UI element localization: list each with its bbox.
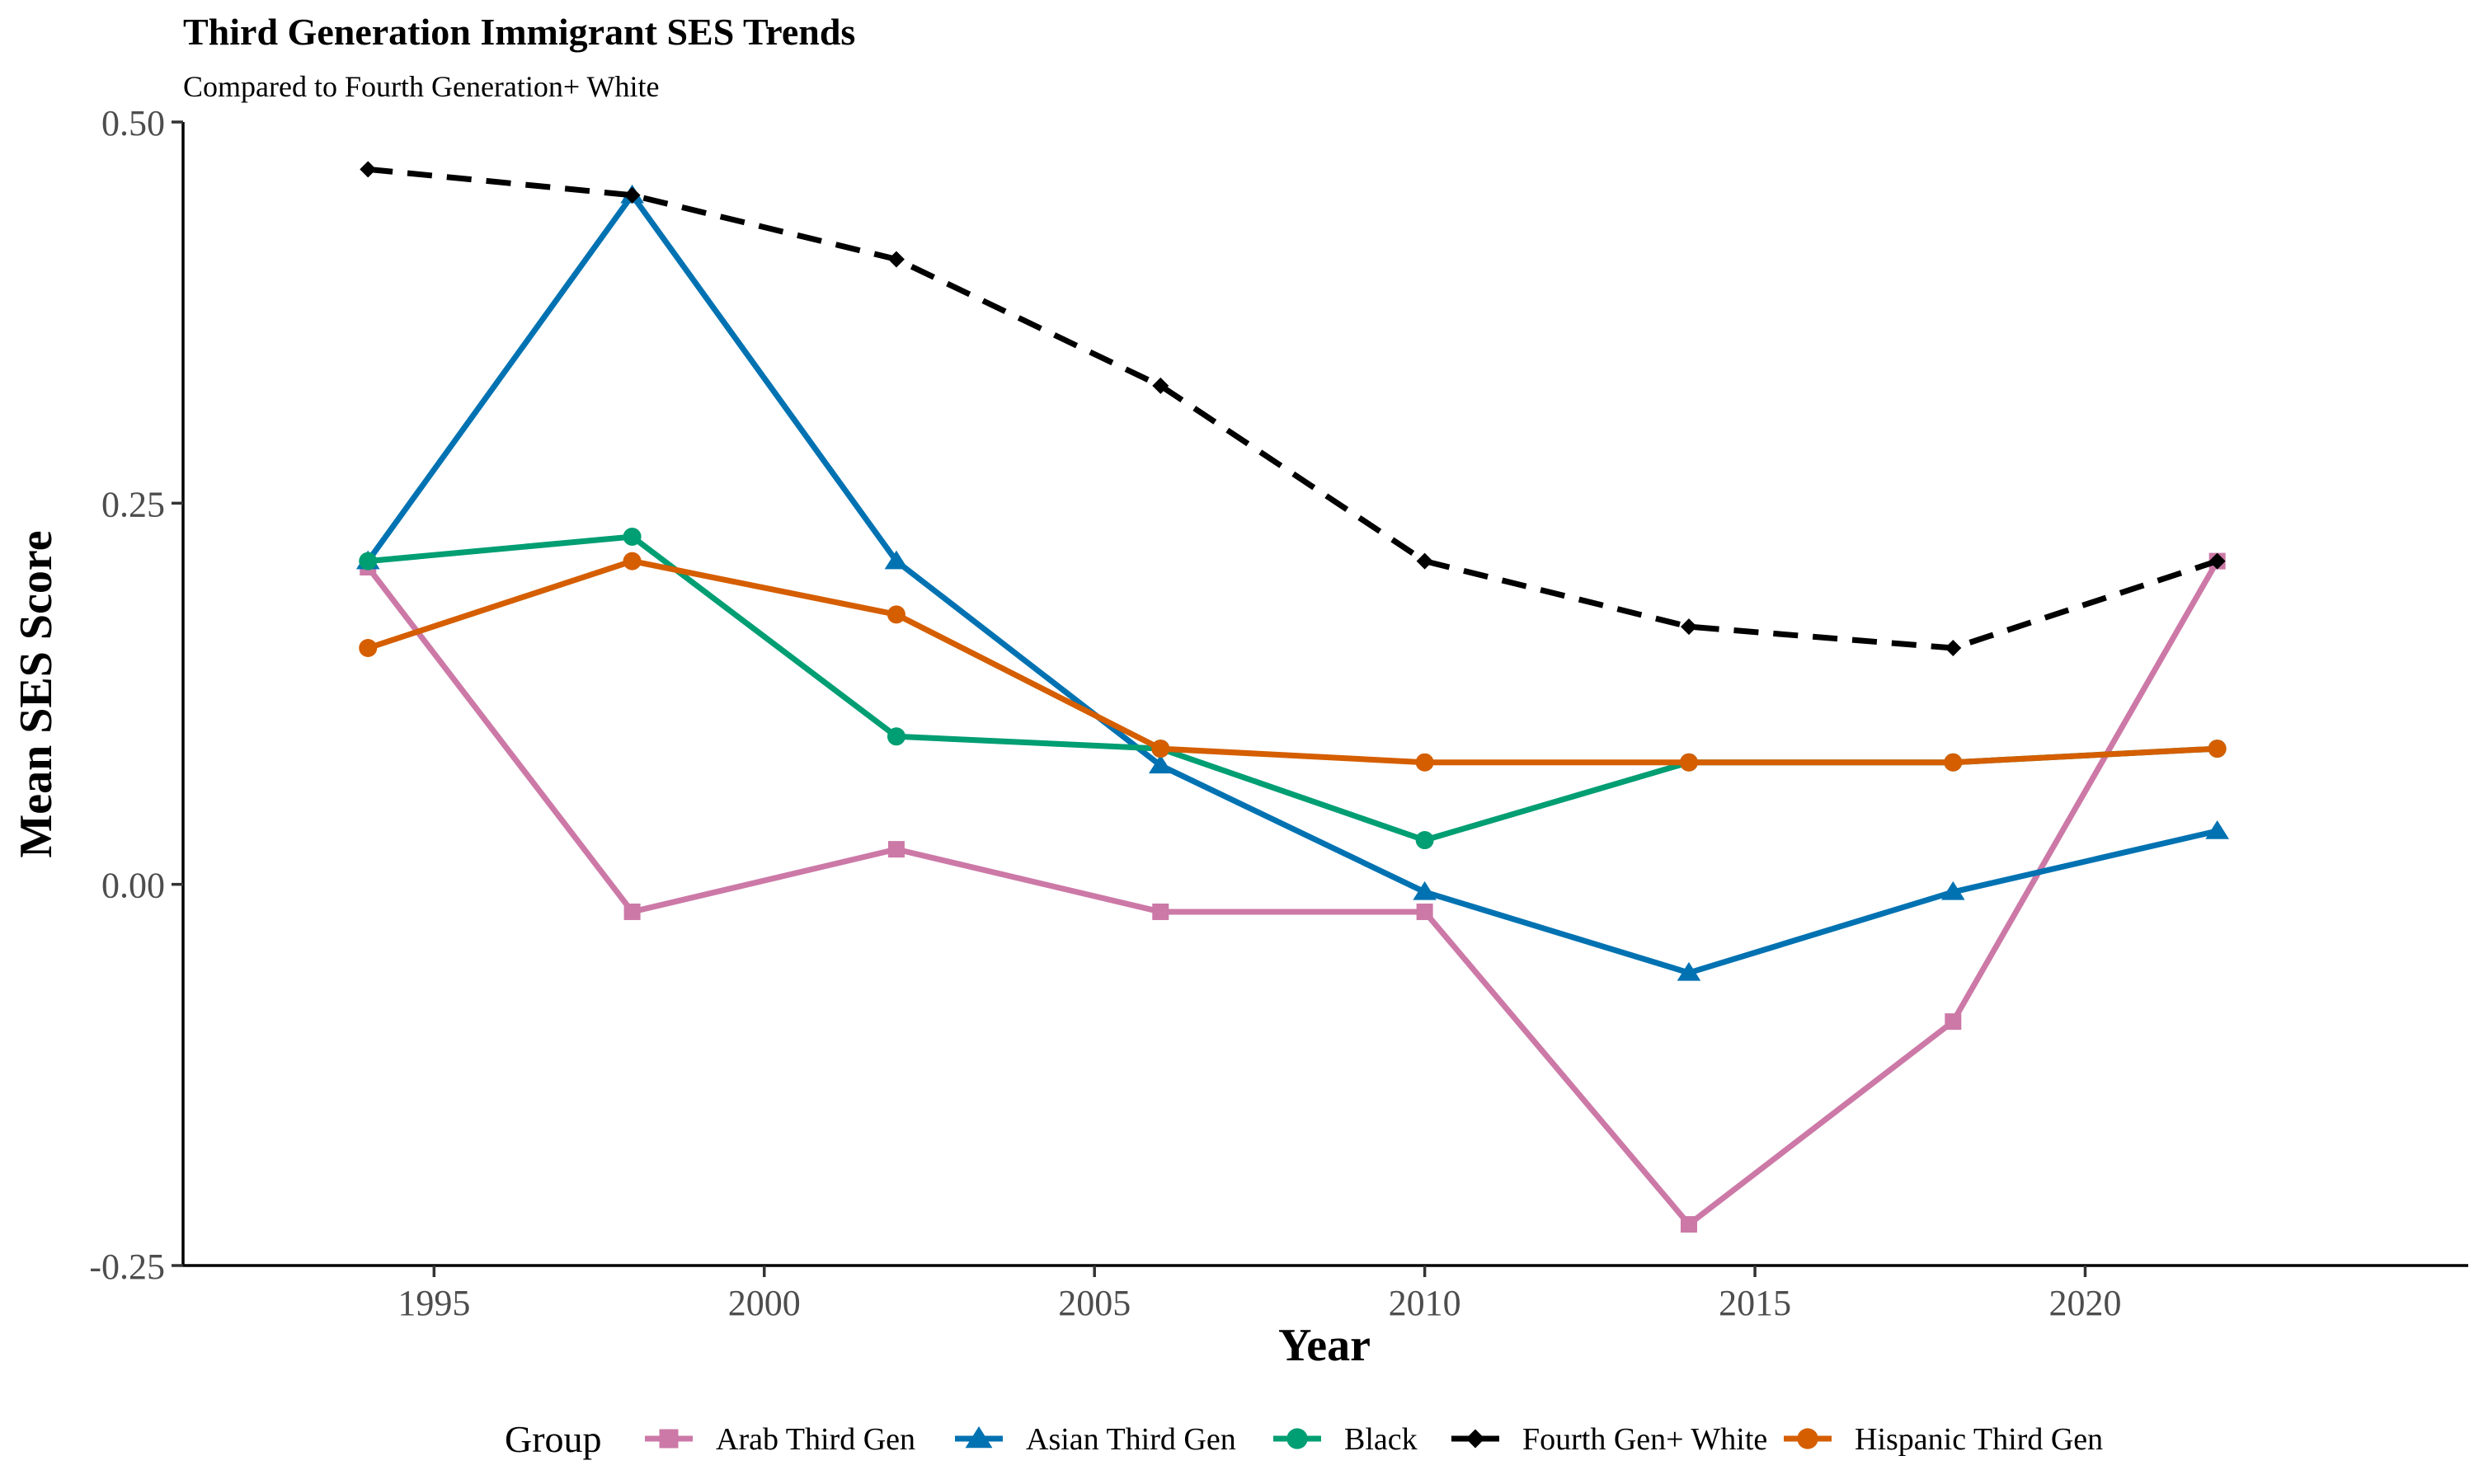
data-point-fourth-gen-white: [1416, 552, 1433, 570]
series-line-hispanic-third-gen: [367, 558, 2218, 766]
x-tick-label: 2005: [1058, 1283, 1131, 1323]
data-point-asian-third-gen: [1413, 881, 1437, 900]
legend-label-hispanic-third-gen: Hispanic Third Gen: [1855, 1422, 2103, 1457]
series-line-fourth-gen-white: [367, 166, 2218, 651]
legend: Group Arab Third Gen Asian Third Gen Black…: [505, 1418, 2103, 1460]
legend-label-black: Black: [1344, 1422, 1418, 1457]
x-axis-label: Year: [1278, 1320, 1371, 1371]
y-axis-label: Mean SES Score: [11, 530, 62, 857]
y-tick-label: 0.25: [101, 484, 165, 524]
legend-label-asian-third-gen: Asian Third Gen: [1026, 1422, 1236, 1457]
data-point-arab-third-gen: [887, 841, 905, 858]
data-point-hispanic-third-gen: [1151, 740, 1170, 758]
data-point-black: [359, 552, 378, 571]
data-point-arab-third-gen: [1416, 903, 1433, 920]
y-tick-label: 0.00: [101, 866, 165, 906]
legend-key-marker-fourth-gen-white: [1465, 1429, 1485, 1449]
data-point-asian-third-gen: [884, 550, 909, 570]
data-point-fourth-gen-white: [623, 186, 641, 204]
data-point-fourth-gen-white: [1680, 618, 1697, 636]
data-point-hispanic-third-gen: [623, 552, 642, 571]
legend-key-marker-black: [1286, 1428, 1308, 1449]
data-point-black: [887, 727, 905, 746]
data-point-fourth-gen-white: [360, 161, 377, 178]
x-tick-label: 2000: [728, 1283, 801, 1323]
data-point-asian-third-gen: [1677, 961, 1701, 981]
x-tick-label: 1995: [397, 1283, 470, 1323]
data-point-hispanic-third-gen: [1679, 753, 1698, 772]
data-point-fourth-gen-white: [1152, 377, 1169, 394]
data-point-hispanic-third-gen: [2208, 740, 2227, 758]
legend-label-arab-third-gen: Arab Third Gen: [716, 1422, 915, 1457]
legend-label-fourth-gen-white: Fourth Gen+ White: [1522, 1422, 1767, 1457]
data-point-black: [623, 528, 642, 547]
chart-subtitle: Compared to Fourth Generation+ White: [183, 70, 660, 103]
data-point-hispanic-third-gen: [359, 639, 378, 658]
chart-title: Third Generation Immigrant SES Trends: [183, 11, 855, 53]
y-tick-label: -0.25: [89, 1247, 165, 1287]
legend-key-marker-hispanic-third-gen: [1797, 1428, 1818, 1449]
data-point-arab-third-gen: [623, 903, 641, 920]
data-point-arab-third-gen: [1152, 903, 1169, 920]
x-tick-label: 2015: [1719, 1283, 1791, 1323]
y-tick-label: 0.50: [101, 103, 165, 143]
series-line-black: [367, 533, 2218, 843]
data-point-arab-third-gen: [1680, 1216, 1697, 1233]
x-tick-label: 2020: [2048, 1283, 2121, 1323]
series-line-arab-third-gen: [365, 559, 2220, 1228]
data-point-hispanic-third-gen: [887, 605, 905, 624]
data-point-fourth-gen-white: [2208, 552, 2226, 570]
data-point-hispanic-third-gen: [1415, 753, 1434, 772]
data-point-fourth-gen-white: [887, 251, 905, 268]
data-point-asian-third-gen: [2205, 819, 2229, 839]
legend-key-marker-arab-third-gen: [659, 1429, 679, 1449]
legend-key-marker-asian-third-gen: [965, 1426, 993, 1449]
data-point-fourth-gen-white: [1945, 640, 1962, 657]
data-point-black: [1415, 831, 1434, 850]
data-point-asian-third-gen: [1148, 754, 1173, 774]
x-tick-label: 2010: [1389, 1283, 1461, 1323]
data-point-arab-third-gen: [1945, 1013, 1962, 1031]
data-point-asian-third-gen: [1941, 881, 1965, 900]
legend-title: Group: [505, 1418, 602, 1460]
data-point-hispanic-third-gen: [1944, 753, 1963, 772]
plot-area: -0.25 0.00 0.25 0.50 1995 2000 2005 2010 2015 202…: [89, 103, 2468, 1323]
series-line-asian-third-gen: [365, 192, 2218, 976]
